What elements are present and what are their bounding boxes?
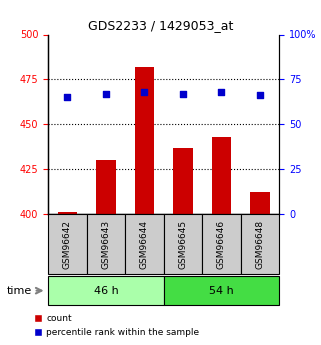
- Bar: [250, 193, 270, 345]
- Point: [219, 89, 224, 95]
- Bar: [96, 160, 116, 345]
- Text: GSM96648: GSM96648: [256, 219, 265, 269]
- Point: [142, 89, 147, 95]
- Point: [103, 91, 108, 97]
- Text: GSM96644: GSM96644: [140, 219, 149, 269]
- Text: GSM96642: GSM96642: [63, 219, 72, 269]
- Text: GSM96645: GSM96645: [178, 219, 187, 269]
- Text: 54 h: 54 h: [209, 286, 234, 296]
- Bar: [135, 67, 154, 345]
- Text: GSM96643: GSM96643: [101, 219, 110, 269]
- Bar: [173, 148, 193, 345]
- Text: 46 h: 46 h: [93, 286, 118, 296]
- Legend: count, percentile rank within the sample: count, percentile rank within the sample: [30, 311, 203, 341]
- Point: [180, 91, 186, 97]
- Point: [65, 95, 70, 100]
- Text: time: time: [6, 286, 32, 296]
- Point: [257, 93, 263, 98]
- Bar: [212, 137, 231, 345]
- Text: GDS2233 / 1429053_at: GDS2233 / 1429053_at: [88, 19, 233, 32]
- Bar: [58, 212, 77, 345]
- Text: GSM96646: GSM96646: [217, 219, 226, 269]
